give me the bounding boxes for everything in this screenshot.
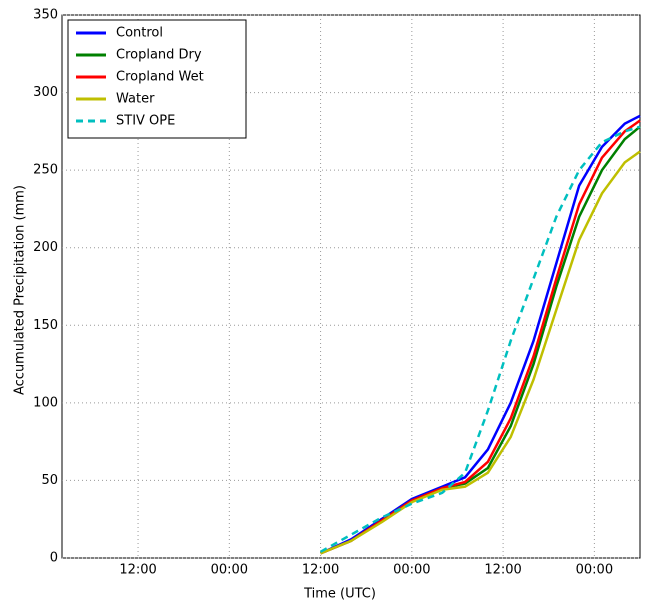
- series-line: [320, 114, 641, 555]
- y-tick-label: 0: [50, 551, 58, 566]
- series-line: [320, 150, 641, 555]
- x-tick-label: 12:00: [302, 563, 339, 578]
- y-tick-label: 50: [41, 473, 58, 488]
- y-tick-label: 200: [33, 240, 58, 255]
- legend-label: STIV OPE: [116, 114, 175, 129]
- legend-label: Water: [116, 92, 155, 107]
- x-tick-label: 12:00: [119, 563, 156, 578]
- y-tick-label: 250: [33, 163, 58, 178]
- legend-label: Cropland Wet: [116, 70, 204, 85]
- series-line: [319, 125, 641, 553]
- y-tick-label: 150: [33, 318, 58, 333]
- y-tick-label: 350: [33, 8, 58, 23]
- x-tick-label: 12:00: [484, 563, 521, 578]
- x-tick-label: 00:00: [393, 563, 430, 578]
- legend-label: Cropland Dry: [116, 48, 202, 63]
- series-line: [320, 119, 641, 555]
- y-tick-label: 300: [33, 85, 58, 100]
- legend-box: [67, 19, 247, 139]
- series-line: [320, 125, 641, 555]
- x-tick-label: 00:00: [576, 563, 613, 578]
- y-tick-label: 100: [33, 395, 58, 410]
- x-tick-label: 00:00: [211, 563, 248, 578]
- y-axis-label: Accumulated Precipitation (mm): [13, 185, 28, 395]
- x-axis-label: Time (UTC): [303, 587, 376, 602]
- legend-label: Control: [116, 26, 163, 41]
